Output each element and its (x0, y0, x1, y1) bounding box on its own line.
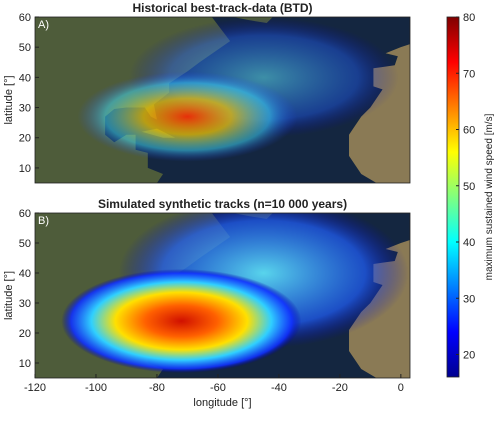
track-density (61, 213, 409, 373)
track-blob (61, 269, 302, 373)
y-tick-label: 60 (19, 12, 31, 24)
colorbar-tick-label: 20 (463, 350, 475, 362)
track-blob (77, 71, 298, 162)
y-tick-label: 60 (19, 208, 31, 220)
y-tick-label: 20 (19, 133, 31, 145)
x-tick-label: 0 (398, 382, 404, 394)
colorbar-tick-label: 80 (463, 12, 475, 24)
x-tick-label: -120 (24, 382, 46, 394)
y-tick-label: 40 (19, 72, 31, 84)
y-tick-label: 40 (19, 268, 31, 280)
y-tick-label: 10 (19, 163, 31, 175)
axes-box (34, 16, 411, 184)
panel-title: Simulated synthetic tracks (n=10 000 yea… (98, 197, 347, 211)
y-tick-label: 30 (19, 103, 31, 115)
map-panel (34, 212, 411, 379)
x-tick-label: -100 (85, 382, 107, 394)
map-panel (34, 16, 411, 184)
colorbar-tick-label: 60 (463, 125, 475, 137)
y-axis-label: latitude [°] (3, 271, 15, 320)
panel-label: A) (38, 19, 49, 31)
colorbar-tick-label: 40 (463, 237, 475, 249)
y-tick-label: 50 (19, 238, 31, 250)
track-density (77, 17, 399, 162)
x-tick-label: -40 (271, 382, 287, 394)
colorbar (446, 16, 460, 378)
axes-box (34, 212, 411, 379)
x-tick-label: -80 (149, 382, 165, 394)
colorbar-tick-label: 70 (463, 68, 475, 80)
panel-label: B) (38, 215, 49, 227)
x-tick-label: -20 (332, 382, 348, 394)
x-tick-label: -60 (210, 382, 226, 394)
colorbar-tick-label: 50 (463, 181, 475, 193)
y-axis-label: latitude [°] (3, 75, 15, 124)
y-tick-label: 50 (19, 42, 31, 54)
x-axis-label: longitude [°] (193, 397, 251, 409)
y-tick-label: 20 (19, 328, 31, 340)
y-tick-label: 10 (19, 358, 31, 370)
colorbar-label: maximum sustained wind speed [m/s] (484, 113, 495, 280)
colorbar-tick-label: 30 (463, 293, 475, 305)
y-tick-label: 30 (19, 298, 31, 310)
panel-title: Historical best-track-data (BTD) (132, 1, 312, 15)
